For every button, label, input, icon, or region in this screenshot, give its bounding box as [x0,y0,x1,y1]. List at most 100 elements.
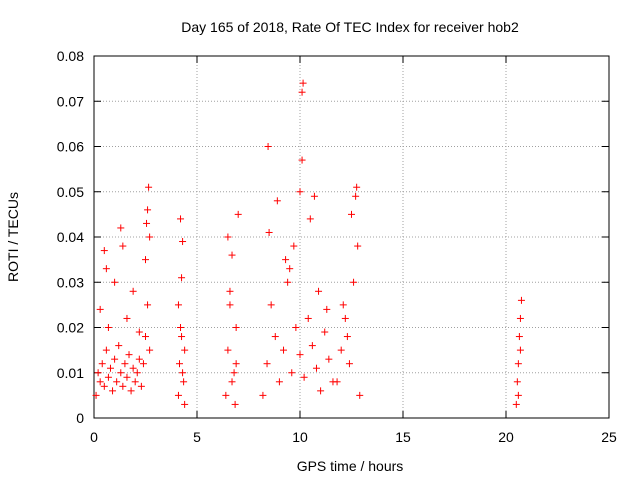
x-tick-label: 10 [292,429,308,445]
y-tick-label: 0 [76,410,84,426]
y-tick-label: 0.07 [57,93,84,109]
data-point [267,301,275,309]
data-point [92,391,100,399]
x-tick-label: 5 [193,429,201,445]
data-point [264,143,272,150]
data-point [317,387,325,395]
data-point [224,233,232,241]
data-point [273,197,281,205]
data-point [513,378,521,386]
data-point [353,183,361,191]
data-point [356,391,364,399]
data-point [117,224,125,232]
data-point [315,287,323,295]
data-point [226,287,234,295]
data-point [144,301,152,309]
x-axis-label: GPS time / hours [297,458,404,474]
data-point [282,256,290,264]
data-point [321,328,329,336]
data-point [179,369,187,377]
data-point [115,342,123,350]
data-point [180,378,188,386]
data-point [337,346,345,354]
data-point [113,378,121,386]
data-point [129,287,137,295]
data-point [100,247,108,255]
x-tick-label: 0 [90,429,98,445]
data-point [181,400,189,408]
data-point [106,364,114,372]
y-tick-label: 0.06 [57,139,84,155]
data-point [514,360,522,368]
data-point [139,360,147,368]
data-point [292,324,300,331]
data-point [284,278,292,286]
data-point [111,355,119,363]
data-point [144,206,152,214]
data-point [232,324,240,331]
data-point [352,192,360,200]
data-point [231,400,239,408]
x-tick-label: 20 [498,429,514,445]
axis-ticks: 0 5 10 15 20 25 0 0.01 0.02 0.03 0.04 0.05 0.06 0.07 0… [57,48,617,445]
data-point [348,210,355,218]
data-point [516,346,524,354]
data-point [146,346,154,354]
data-point [263,360,271,368]
grid-lines [94,56,609,418]
data-point [312,364,320,372]
data-point [94,369,102,377]
data-point [288,369,296,377]
data-point [333,378,341,386]
data-point [341,314,349,322]
data-point [224,346,232,354]
data-point [306,215,314,223]
y-tick-label: 0.04 [57,229,84,245]
data-point [121,360,129,368]
y-tick-label: 0.08 [57,48,84,64]
data-point [119,242,127,250]
y-axis-label: ROTI / TECUs [5,192,21,282]
data-point [299,79,307,87]
data-point [131,378,139,386]
y-tick-label: 0.01 [57,365,84,381]
data-point [298,156,306,164]
data-point [129,364,137,372]
data-point [232,360,240,368]
data-point [142,333,149,341]
x-tick-label: 25 [601,429,617,445]
data-point [228,378,236,386]
data-point [323,305,331,313]
data-point [123,373,131,381]
data-point [123,314,131,322]
data-point [298,88,306,96]
data-point [96,305,104,313]
data-point [350,278,358,286]
data-point [111,278,119,286]
chart-title: Day 165 of 2018, Rate Of TEC Index for r… [181,19,519,35]
data-point [304,314,312,322]
data-point [102,346,110,354]
data-point [222,391,230,399]
data-point [104,324,112,331]
data-point [98,360,106,368]
data-point [308,342,316,350]
data-point [127,387,135,395]
data-point [296,351,304,359]
data-point [265,228,273,236]
data-point [175,360,183,368]
data-point [177,324,185,331]
data-point [345,360,353,368]
data-point [100,382,108,390]
x-tick-label: 15 [395,429,411,445]
data-point [174,301,182,309]
data-point [300,373,308,381]
data-point [117,369,125,377]
data-point [137,382,145,390]
data-point [102,265,110,273]
data-point [174,391,182,399]
data-point [234,210,242,218]
data-point [286,265,294,273]
data-point [133,369,141,377]
